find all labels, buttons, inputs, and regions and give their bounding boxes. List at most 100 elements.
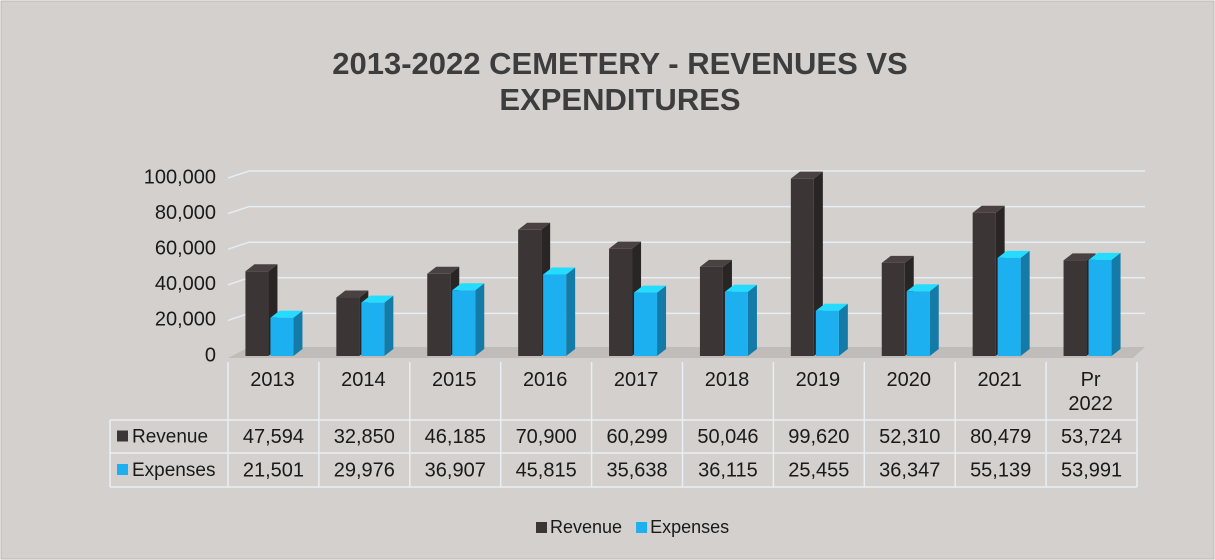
bar bbox=[790, 171, 823, 356]
legend-label: Expenses bbox=[650, 517, 729, 537]
y-tick-label: 60,000 bbox=[155, 237, 216, 259]
bar-top bbox=[452, 283, 485, 291]
legend-key bbox=[636, 522, 648, 533]
bar-side bbox=[566, 267, 576, 356]
bar-front bbox=[518, 229, 542, 356]
bar-top bbox=[270, 310, 303, 318]
bar bbox=[1088, 252, 1121, 356]
bar-top bbox=[906, 284, 939, 292]
bar-top bbox=[609, 241, 642, 249]
bar bbox=[361, 295, 394, 356]
table-value: 21,501 bbox=[243, 459, 304, 481]
bar-front bbox=[452, 290, 476, 356]
grid-line bbox=[227, 205, 1145, 215]
bar-top bbox=[427, 266, 460, 274]
y-tick-label: 100,000 bbox=[144, 166, 216, 188]
bar-top bbox=[790, 171, 823, 179]
table-value: 60,299 bbox=[606, 426, 667, 448]
bar-top bbox=[634, 285, 667, 293]
bar bbox=[724, 284, 757, 356]
bar-side bbox=[1020, 250, 1030, 356]
bar-side bbox=[293, 310, 303, 356]
bar-top bbox=[1088, 252, 1121, 260]
x-tick-label-text: Pr 2022 bbox=[1068, 369, 1113, 415]
bar-top bbox=[518, 222, 551, 230]
x-tick-label-text: 2021 bbox=[977, 369, 1022, 391]
table-value: 47,594 bbox=[243, 426, 304, 448]
bar-front bbox=[270, 317, 294, 356]
y-tick-label: 0 bbox=[205, 344, 216, 366]
x-tick-label: 2016 bbox=[501, 368, 590, 392]
x-tick-label-text: 2015 bbox=[432, 369, 477, 391]
bar-front bbox=[790, 178, 814, 356]
bar-side bbox=[384, 295, 394, 356]
x-tick-label-text: 2019 bbox=[795, 369, 841, 391]
table-value: 36,347 bbox=[879, 459, 940, 481]
bar-front bbox=[699, 266, 723, 356]
legend-key bbox=[536, 522, 547, 533]
x-tick-label: 2020 bbox=[864, 368, 953, 392]
bar-top bbox=[881, 255, 914, 263]
bar-top bbox=[724, 284, 757, 292]
x-tick-label-text: 2020 bbox=[886, 369, 932, 391]
bar-front bbox=[815, 310, 839, 356]
bar-top bbox=[543, 267, 576, 275]
grid-line bbox=[227, 170, 1145, 179]
grid-line bbox=[227, 241, 1145, 250]
bar bbox=[997, 250, 1030, 356]
table-row-label: Revenue bbox=[132, 427, 208, 448]
y-tick-label: 80,000 bbox=[155, 202, 216, 224]
bar bbox=[543, 267, 576, 356]
bar-side bbox=[657, 285, 667, 356]
bar-side bbox=[747, 284, 757, 356]
bar bbox=[815, 303, 848, 356]
title-line: 2013-2022 CEMETERY - REVENUES VS bbox=[332, 46, 907, 81]
bar-top bbox=[972, 205, 1005, 213]
bar-front bbox=[1063, 260, 1087, 356]
bar-front bbox=[361, 302, 385, 356]
bar-top bbox=[1063, 253, 1096, 261]
table-value: 80,479 bbox=[970, 426, 1031, 448]
x-tick-label-text: 2016 bbox=[522, 369, 568, 391]
table-value: 99,620 bbox=[788, 426, 849, 448]
x-tick-label-text: 2014 bbox=[341, 369, 386, 391]
table-value: 55,139 bbox=[970, 459, 1031, 481]
table-value: 35,638 bbox=[606, 459, 667, 481]
bar-front bbox=[906, 291, 930, 356]
y-tick-label: 20,000 bbox=[155, 309, 216, 331]
bar bbox=[452, 283, 485, 356]
bar-top bbox=[997, 250, 1030, 258]
x-tick-label-text: 2013 bbox=[250, 369, 295, 391]
table-value: 52,310 bbox=[879, 426, 940, 448]
table-row-label: Expenses bbox=[132, 460, 215, 481]
bar-front bbox=[1088, 259, 1112, 356]
x-tick-label-text: 2018 bbox=[704, 369, 750, 391]
x-tick-label: 2018 bbox=[683, 368, 772, 392]
bar-top bbox=[361, 295, 394, 303]
title-line: EXPENDITURES bbox=[499, 82, 740, 117]
bar-front bbox=[881, 262, 905, 356]
x-tick-label: 2013 bbox=[228, 368, 317, 392]
table-value: 53,724 bbox=[1061, 426, 1122, 448]
bar bbox=[906, 284, 939, 356]
bar-top bbox=[815, 303, 848, 311]
bar-front bbox=[634, 292, 658, 356]
x-tick-label: 2014 bbox=[319, 368, 408, 392]
y-tick-label: 40,000 bbox=[155, 273, 216, 295]
table-value: 29,976 bbox=[334, 459, 395, 481]
x-tick-label: 2021 bbox=[955, 368, 1044, 392]
bar-front bbox=[543, 274, 567, 356]
bar bbox=[634, 285, 667, 356]
bar bbox=[270, 310, 303, 356]
table-value: 36,907 bbox=[425, 459, 486, 481]
table-value: 53,991 bbox=[1061, 459, 1122, 481]
bar-front bbox=[609, 248, 633, 356]
bar-front bbox=[245, 271, 269, 356]
x-tick-label: Pr 2022 bbox=[1046, 368, 1135, 416]
table-value: 25,455 bbox=[788, 459, 849, 481]
x-tick-label: 2015 bbox=[410, 368, 499, 392]
x-tick-label-text: 2017 bbox=[613, 369, 659, 391]
table-legend-key bbox=[117, 430, 128, 442]
bar-front bbox=[997, 257, 1021, 356]
